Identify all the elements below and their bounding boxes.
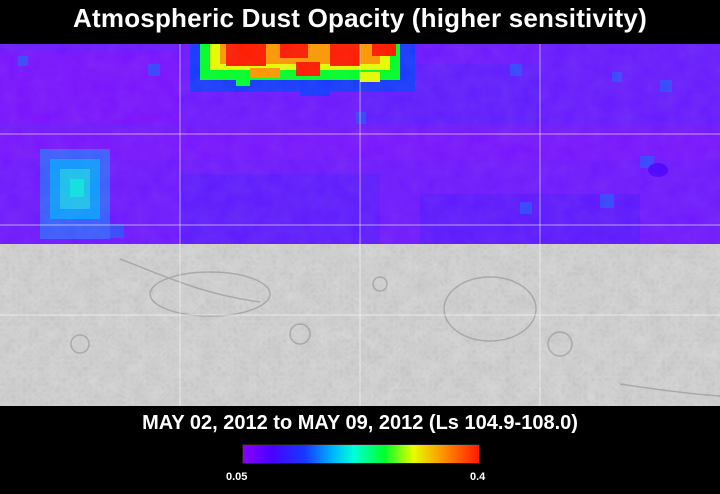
colorbar-min-label: 0.05 <box>226 471 248 483</box>
crater-features <box>70 258 720 397</box>
colorbar-max-label: 0.4 <box>470 471 486 483</box>
date-range-label: MAY 02, 2012 to MAY 09, 2012 (Ls 104.9-1… <box>142 412 578 434</box>
colorbar-scale <box>242 444 480 464</box>
dust-opacity-map <box>0 44 720 406</box>
map-svg <box>0 44 720 406</box>
map-title: Atmospheric Dust Opacity (higher sensiti… <box>73 3 647 33</box>
map-grid <box>0 44 720 406</box>
